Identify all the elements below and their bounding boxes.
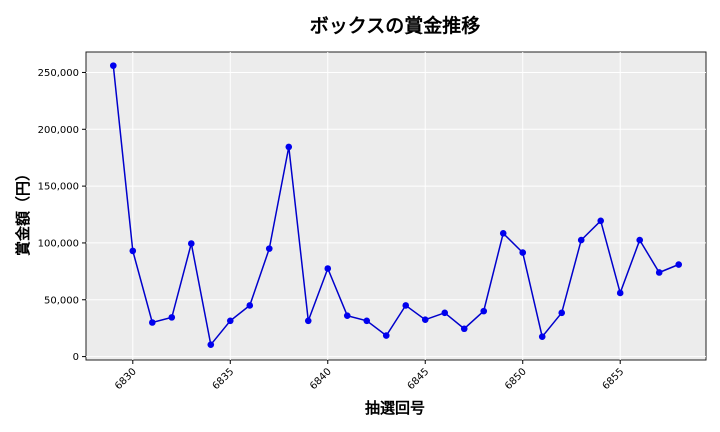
data-point xyxy=(382,332,390,339)
data-point xyxy=(538,333,546,341)
x-tick-label: 6835 xyxy=(211,366,237,392)
data-point xyxy=(597,217,605,225)
x-tick-label: 6855 xyxy=(601,366,627,392)
data-point xyxy=(402,302,410,309)
data-point xyxy=(636,236,644,244)
y-tick-label: 200,000 xyxy=(38,125,79,136)
y-tick-label: 100,000 xyxy=(38,238,79,249)
x-axis-label: 抽選回号 xyxy=(365,399,425,417)
y-axis-label: 賞金額（円） xyxy=(14,166,32,256)
data-point xyxy=(343,312,351,319)
data-point xyxy=(499,229,507,237)
y-tick-label: 150,000 xyxy=(38,182,79,193)
series-layer xyxy=(109,62,683,348)
x-tick-label: 6830 xyxy=(113,366,139,392)
y-tick-label: 50,000 xyxy=(44,295,79,306)
data-point xyxy=(265,245,273,252)
data-point xyxy=(207,341,215,348)
data-point xyxy=(441,309,449,317)
data-point xyxy=(577,236,585,244)
x-tick-label: 6845 xyxy=(406,366,432,392)
series-line xyxy=(112,65,679,347)
data-point xyxy=(246,302,254,309)
data-point xyxy=(304,317,312,325)
data-point xyxy=(109,62,117,69)
y-tick-label: 250,000 xyxy=(38,68,79,79)
data-point xyxy=(519,249,527,256)
data-point xyxy=(558,309,566,317)
data-point xyxy=(285,143,293,151)
x-tick-label: 6850 xyxy=(503,366,529,392)
data-point xyxy=(148,319,156,326)
data-point xyxy=(480,307,488,315)
chart-title: ボックスの賞金推移 xyxy=(310,14,480,37)
x-axis-ticks: 6830 6835 6840 6845 6850 6855 xyxy=(113,360,626,392)
data-point xyxy=(460,325,468,333)
plot-background xyxy=(85,51,707,361)
data-point xyxy=(655,269,663,276)
data-point xyxy=(616,289,624,297)
y-axis-ticks: 0 50,000 100,000 150,000 200,000 250,000 xyxy=(38,68,86,363)
data-point xyxy=(129,247,137,255)
data-point xyxy=(324,265,332,272)
data-point xyxy=(187,240,195,247)
data-point xyxy=(363,317,371,325)
x-tick-label: 6840 xyxy=(308,366,334,392)
data-point xyxy=(226,317,234,325)
y-tick-label: 0 xyxy=(73,352,79,363)
data-point xyxy=(675,261,683,268)
data-point xyxy=(168,314,176,321)
data-point xyxy=(421,316,429,323)
